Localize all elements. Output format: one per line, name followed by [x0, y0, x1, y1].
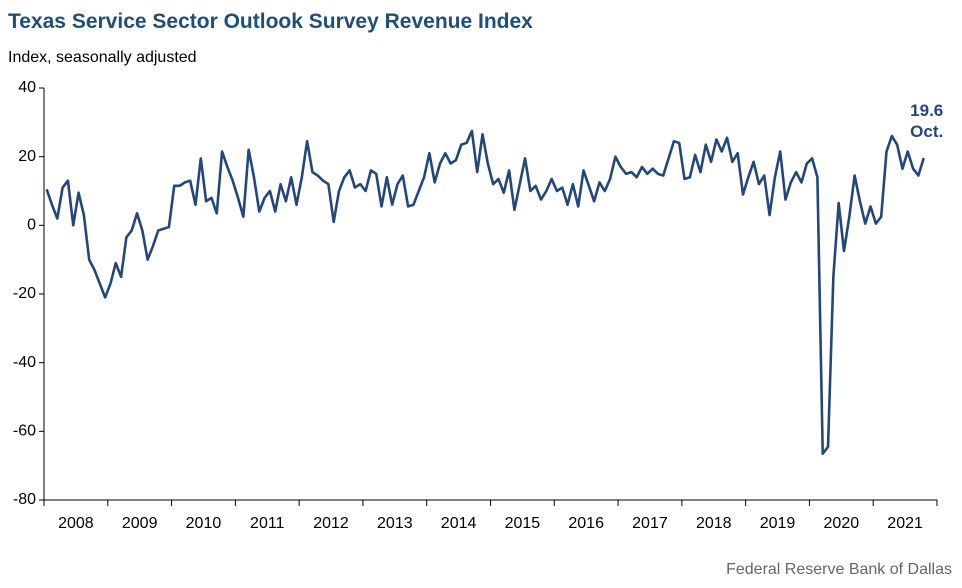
y-tick-label: -60	[13, 423, 36, 440]
x-tick-label: 2020	[824, 515, 860, 532]
x-tick-label: 2021	[887, 515, 923, 532]
last-value-label: 19.6	[910, 101, 943, 120]
x-tick-label: 2019	[760, 515, 796, 532]
source: Federal Reserve Bank of Dallas	[726, 561, 952, 578]
x-tick-label: 2013	[377, 515, 413, 532]
x-tick-label: 2011	[250, 515, 285, 532]
x-tick-label: 2015	[505, 515, 541, 532]
annotation: Oct.	[910, 122, 943, 141]
y-tick-label: 20	[18, 148, 36, 165]
chart-subtitle: Index, seasonally adjusted	[8, 49, 197, 66]
y-tick-label: -20	[13, 285, 36, 302]
x-tick-label: 2018	[696, 515, 732, 532]
x-tick-label: 2009	[122, 515, 158, 532]
x-tick-label: 2017	[632, 515, 668, 532]
y-tick-label: -40	[13, 354, 36, 371]
x-tick-label: 2014	[441, 515, 477, 532]
y-tick-label: 40	[18, 79, 36, 96]
x-tick-label: 2008	[58, 515, 94, 532]
y-tick-label: 0	[27, 217, 36, 234]
plot-area: -80 -60 -40 -20 0 20 40 2008 2009 2010 2011 2012 201…	[13, 79, 943, 532]
x-tick-label: 2010	[186, 515, 222, 532]
series-line	[45, 129, 925, 455]
x-tick-label: 2016	[568, 515, 604, 532]
y-tick-label: -80	[13, 491, 36, 508]
chart-title: Texas Service Sector Outlook Survey Reve…	[8, 10, 533, 33]
x-tick-label: 2012	[313, 515, 349, 532]
